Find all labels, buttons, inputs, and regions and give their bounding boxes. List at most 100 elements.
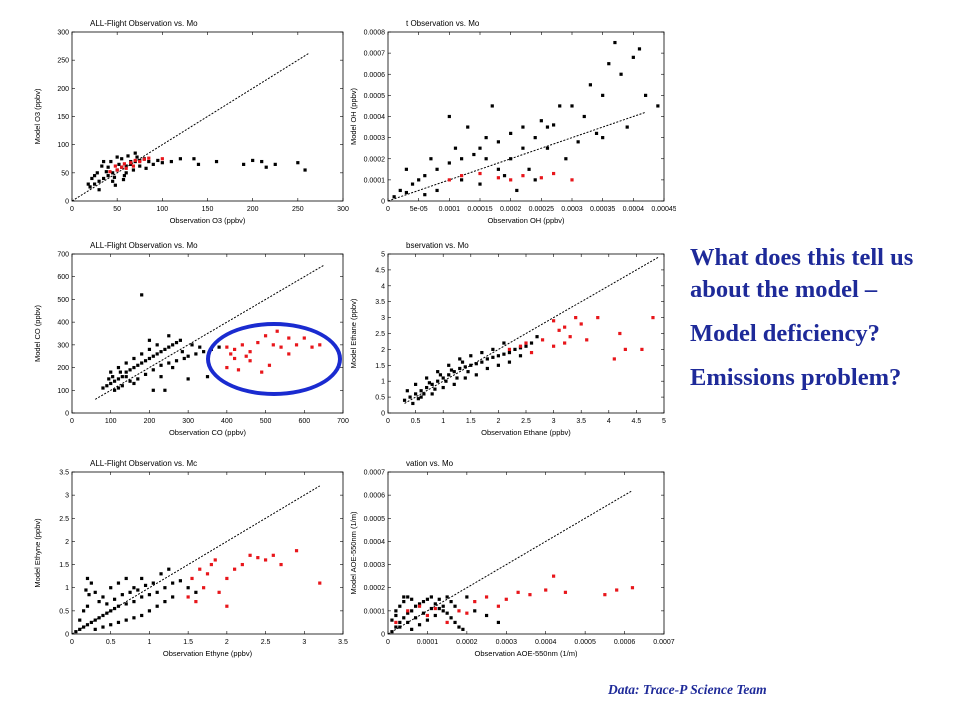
chart-title: t Observation vs. Mo bbox=[406, 19, 480, 28]
black-data-point bbox=[392, 195, 396, 199]
black-data-point bbox=[90, 176, 94, 181]
red-data-point bbox=[623, 347, 627, 351]
black-data-point bbox=[405, 389, 409, 393]
black-data-point bbox=[151, 368, 155, 372]
black-data-point bbox=[214, 159, 219, 164]
black-data-point bbox=[461, 627, 465, 631]
y-tick-label: 400 bbox=[57, 320, 69, 327]
red-data-point bbox=[552, 319, 556, 323]
black-data-point bbox=[182, 356, 186, 361]
x-axis-label: Observation Ethane (ppbv) bbox=[481, 428, 571, 437]
red-data-point bbox=[563, 341, 567, 345]
x-tick-label: 200 bbox=[247, 206, 259, 213]
black-data-point bbox=[527, 167, 531, 171]
black-data-point bbox=[430, 382, 434, 386]
black-data-point bbox=[160, 161, 164, 165]
x-tick-label: 3 bbox=[552, 418, 556, 425]
y-tick-label: 2 bbox=[65, 539, 69, 546]
black-data-point bbox=[101, 386, 105, 390]
x-tick-label: 0.0003 bbox=[496, 639, 518, 646]
black-data-point bbox=[427, 381, 431, 385]
x-axis-label: Observation AOE-550nm (1/m) bbox=[475, 649, 578, 658]
black-data-point bbox=[132, 381, 136, 386]
black-data-point bbox=[87, 593, 91, 597]
y-tick-label: 1 bbox=[381, 379, 385, 386]
x-tick-label: 0.5 bbox=[411, 418, 421, 425]
x-tick-label: 0 bbox=[386, 206, 390, 213]
x-tick-label: 500 bbox=[260, 418, 272, 425]
question-text: What does this tell us about the model –… bbox=[690, 242, 952, 406]
black-data-point bbox=[539, 119, 543, 123]
black-data-point bbox=[143, 372, 148, 376]
y-tick-label: 0.0005 bbox=[364, 516, 386, 523]
black-data-point bbox=[109, 381, 113, 386]
black-data-point bbox=[594, 131, 599, 135]
black-data-point bbox=[194, 352, 198, 356]
black-data-point bbox=[429, 606, 433, 611]
black-data-point bbox=[408, 395, 412, 399]
black-data-point bbox=[474, 362, 478, 366]
black-data-point bbox=[455, 376, 459, 380]
black-data-point bbox=[163, 600, 167, 604]
black-data-point bbox=[124, 361, 128, 365]
y-tick-label: 600 bbox=[57, 274, 69, 281]
black-data-point bbox=[120, 593, 124, 597]
black-data-point bbox=[155, 604, 159, 608]
black-data-point bbox=[132, 616, 136, 620]
black-data-point bbox=[460, 360, 465, 364]
black-data-point bbox=[463, 365, 467, 369]
one-to-one-line bbox=[71, 485, 321, 635]
black-data-point bbox=[417, 623, 422, 627]
y-tick-label: 0.0008 bbox=[364, 30, 386, 37]
scatter-aoe: vation vs. Mo 0 0.0001 0.0002 0.0003 0.0004 0.… bbox=[349, 459, 675, 658]
y-tick-label: 3 bbox=[65, 493, 69, 500]
x-axis-label: Observation O3 (ppbv) bbox=[170, 216, 246, 225]
black-data-point bbox=[117, 162, 121, 166]
red-data-point bbox=[248, 350, 252, 354]
black-data-point bbox=[441, 609, 445, 613]
y-tick-label: 0.0002 bbox=[364, 585, 386, 592]
black-data-point bbox=[128, 379, 132, 383]
black-data-point bbox=[419, 395, 423, 399]
black-data-point bbox=[151, 581, 155, 585]
red-data-point bbox=[570, 178, 574, 182]
red-data-point bbox=[563, 590, 568, 594]
red-data-point bbox=[236, 368, 241, 372]
black-data-point bbox=[449, 616, 453, 620]
red-data-point bbox=[233, 356, 237, 361]
red-data-point bbox=[124, 166, 128, 170]
black-data-point bbox=[178, 157, 182, 161]
black-data-point bbox=[518, 354, 523, 358]
black-data-point bbox=[416, 397, 420, 401]
y-tick-label: 0.0005 bbox=[364, 93, 386, 100]
black-data-point bbox=[402, 600, 406, 604]
black-data-point bbox=[147, 159, 151, 164]
y-tick-label: 3 bbox=[381, 315, 385, 322]
black-data-point bbox=[613, 40, 617, 45]
x-tick-label: 250 bbox=[292, 206, 304, 213]
red-data-point bbox=[113, 164, 117, 168]
black-data-point bbox=[251, 158, 255, 163]
black-data-point bbox=[102, 159, 106, 164]
x-tick-label: 1 bbox=[441, 418, 445, 425]
y-tick-label: 0 bbox=[381, 411, 385, 418]
red-data-point bbox=[612, 357, 616, 361]
black-data-point bbox=[478, 146, 482, 150]
red-data-point bbox=[465, 611, 469, 615]
black-data-point bbox=[109, 586, 113, 590]
black-data-point bbox=[109, 159, 113, 164]
black-data-point bbox=[144, 166, 148, 170]
black-data-point bbox=[132, 365, 136, 370]
red-data-point bbox=[457, 609, 461, 613]
black-data-point bbox=[414, 604, 418, 608]
black-data-point bbox=[132, 586, 136, 590]
black-data-point bbox=[97, 616, 101, 620]
black-data-point bbox=[421, 600, 426, 604]
black-data-point bbox=[303, 168, 307, 172]
y-tick-label: 0.0001 bbox=[364, 608, 386, 615]
black-data-point bbox=[159, 572, 163, 576]
black-data-point bbox=[113, 183, 117, 187]
black-data-point bbox=[105, 602, 109, 606]
black-data-point bbox=[109, 370, 113, 374]
x-tick-label: 400 bbox=[221, 418, 233, 425]
